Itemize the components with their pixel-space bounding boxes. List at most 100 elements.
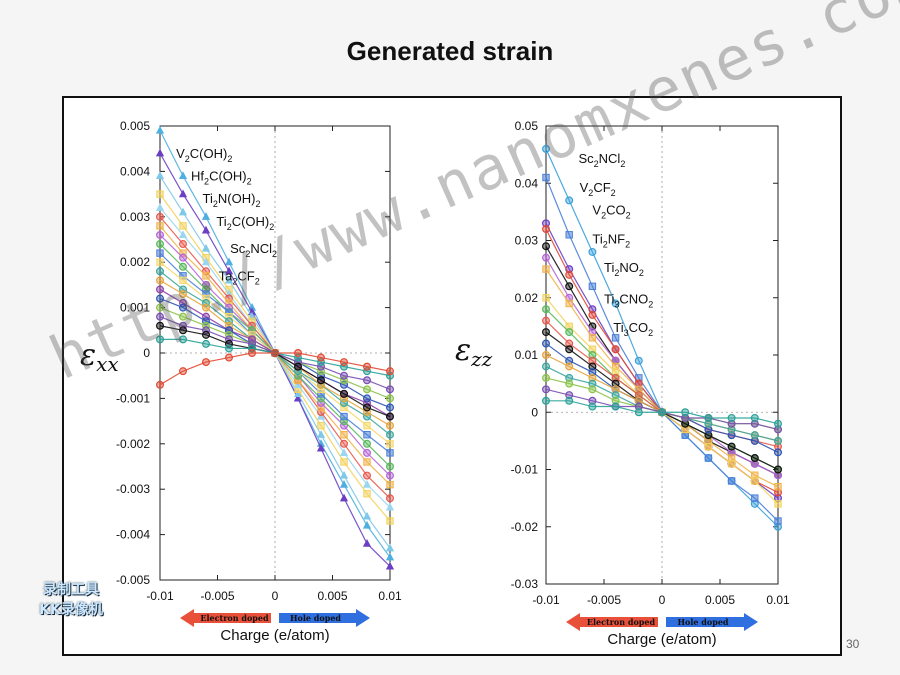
data-point — [727, 413, 736, 422]
data-point — [156, 212, 165, 221]
data-point — [385, 543, 395, 552]
data-point — [588, 396, 597, 405]
data-point — [773, 436, 782, 445]
badge-line-1: 录制工具 — [43, 582, 99, 598]
data-point — [362, 511, 372, 520]
data-point — [156, 190, 164, 198]
data-point — [225, 344, 234, 353]
data-point — [542, 265, 550, 273]
data-point — [588, 351, 597, 360]
data-point — [339, 480, 349, 488]
series-annotation: Ti3CNO2 — [604, 291, 653, 309]
data-point — [385, 502, 395, 511]
data-point — [750, 459, 759, 468]
data-point — [386, 440, 394, 448]
data-point — [156, 312, 165, 321]
data-point — [156, 249, 164, 257]
electron-arrow — [566, 613, 658, 631]
chart-1: 0.005 0.004 0.003 0.002 0.001 0 -0.001 -0.002 -0… — [80, 119, 402, 644]
data-point — [156, 294, 165, 303]
y-tick-label: 0.005 — [120, 119, 150, 133]
hole-arrow — [279, 609, 370, 627]
data-point — [611, 299, 620, 308]
data-point — [681, 425, 689, 434]
data-point — [565, 345, 574, 354]
data-point — [339, 448, 349, 456]
data-point — [248, 331, 256, 339]
data-point — [156, 380, 165, 389]
data-point — [363, 421, 371, 430]
data-point — [565, 196, 574, 205]
data-point — [773, 448, 782, 457]
y-tick-label: 0.004 — [120, 164, 150, 178]
data-point — [179, 249, 187, 257]
data-point — [541, 328, 550, 337]
x-tick-label: 0.005 — [705, 593, 735, 607]
data-point — [774, 517, 782, 525]
data-point — [681, 408, 690, 417]
data-point — [565, 379, 574, 388]
series-annotation: Ti2NO2 — [604, 260, 644, 278]
data-point — [588, 402, 597, 411]
slide-title: Generated strain — [346, 36, 554, 66]
data-point — [340, 431, 348, 439]
data-point — [201, 225, 211, 234]
data-point — [202, 272, 210, 280]
data-point — [179, 262, 188, 271]
data-point — [362, 520, 372, 529]
data-point — [750, 419, 759, 428]
data-point — [565, 356, 574, 365]
data-point — [156, 222, 164, 230]
series-line — [546, 400, 779, 425]
series-annotation: Sc2NCl2 — [578, 151, 625, 169]
data-point — [565, 391, 574, 400]
data-point — [704, 431, 713, 440]
data-point — [386, 421, 395, 430]
data-point — [317, 353, 326, 362]
data-point — [340, 412, 348, 421]
x-tick-label: 0 — [659, 593, 666, 607]
data-point — [588, 247, 597, 256]
data-point — [202, 294, 210, 303]
data-point — [155, 148, 165, 157]
data-point — [225, 312, 233, 321]
data-point — [751, 477, 759, 485]
x-tick-label: -0.01 — [532, 593, 560, 607]
data-point — [294, 349, 303, 358]
data-point — [541, 225, 550, 234]
y-tick-label: -0.003 — [116, 482, 150, 496]
x-axis-label: Charge (e/atom) — [220, 627, 329, 644]
y-tick-label: 0.003 — [120, 210, 150, 224]
data-point — [386, 471, 395, 480]
data-point — [541, 351, 550, 360]
y-axis-label: εzz — [455, 333, 493, 371]
electron-arrow — [180, 609, 271, 627]
data-point — [156, 267, 165, 276]
data-point — [202, 330, 211, 339]
data-point — [202, 303, 211, 312]
data-point — [156, 335, 165, 344]
data-point — [611, 368, 620, 376]
data-point — [179, 276, 187, 285]
x-tick-label: -0.005 — [200, 589, 234, 603]
data-point — [634, 402, 643, 411]
data-point — [588, 345, 597, 353]
data-point — [317, 376, 326, 385]
data-point — [316, 443, 326, 452]
data-point — [611, 385, 620, 394]
data-point — [155, 171, 165, 180]
data-point — [704, 425, 713, 434]
data-point — [611, 334, 620, 342]
y-axis-label: εxx — [80, 338, 119, 376]
data-point — [363, 385, 372, 394]
data-point — [363, 471, 372, 480]
data-point — [541, 253, 550, 262]
x-tick-label: -0.005 — [587, 593, 621, 607]
x-tick-label: 0 — [272, 589, 279, 603]
y-tick-label: 0.05 — [515, 119, 539, 133]
data-point — [634, 396, 643, 405]
data-point — [317, 421, 325, 430]
data-point — [727, 477, 736, 485]
